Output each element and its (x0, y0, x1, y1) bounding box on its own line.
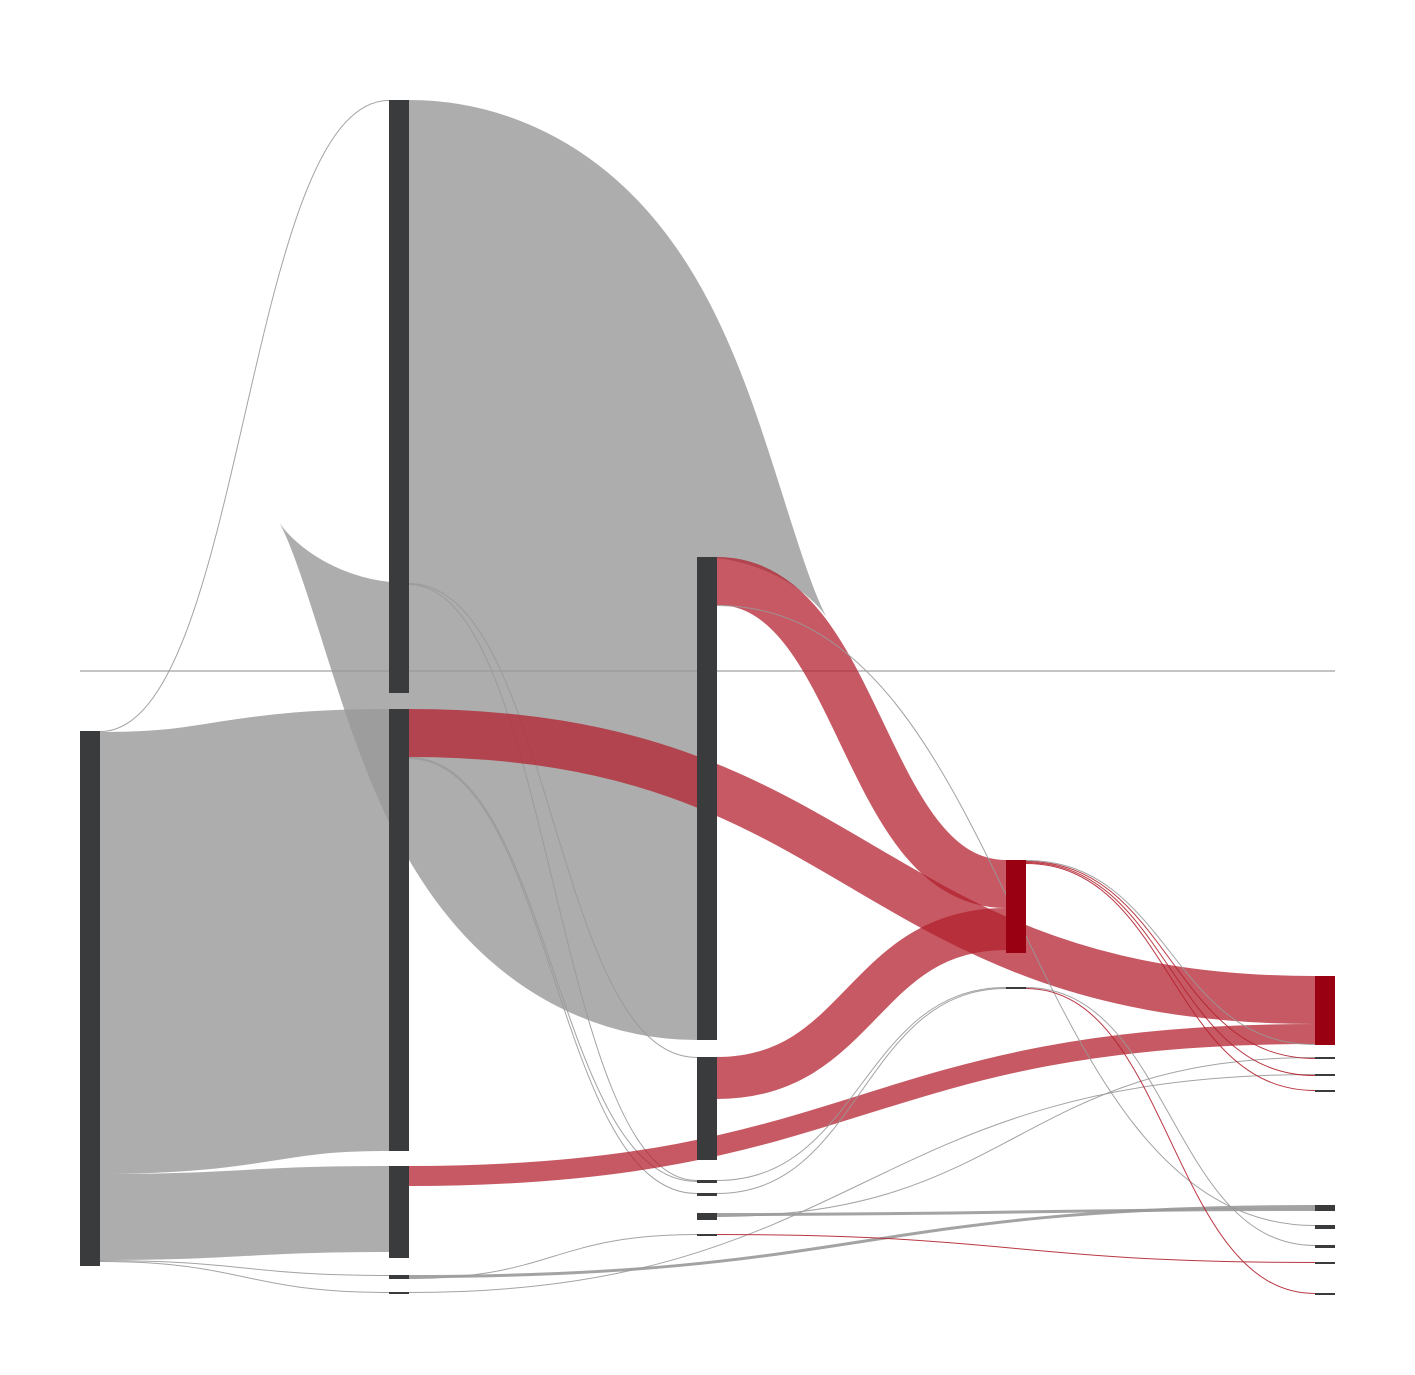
link-a0-b2 (99, 1166, 390, 1260)
link-c5-e8 (716, 1234, 1316, 1263)
link-b3-c5 (408, 1234, 698, 1279)
link-b1-e0 (408, 709, 1316, 1024)
link-b0-c2 (408, 584, 698, 1181)
link-d0-e2 (1025, 862, 1316, 1076)
node-d0 (1006, 860, 1026, 953)
node-e3 (1315, 1090, 1335, 1092)
link-c1-d0 (716, 908, 1007, 1099)
node-c1 (697, 1057, 717, 1160)
node-e2 (1315, 1074, 1335, 1076)
link-c2-d1 (716, 987, 1007, 1181)
node-c5 (697, 1234, 717, 1236)
link-b3-e5 (408, 1205, 1316, 1278)
link-c0-d0 (715, 557, 1008, 908)
link-b4-e2 (408, 1074, 1316, 1293)
link-a0-b1 (98, 709, 391, 1174)
node-b4 (389, 1292, 409, 1294)
node-d1 (1006, 987, 1026, 989)
node-c3 (697, 1193, 717, 1196)
link-c3-d1 (716, 988, 1007, 1194)
nodes-layer (80, 100, 1335, 1295)
node-b2 (389, 1166, 409, 1258)
node-e8 (1315, 1262, 1335, 1264)
link-c4-e5 (716, 1208, 1316, 1216)
link-d0-e0 (1025, 860, 1316, 1045)
node-b0 (389, 100, 409, 693)
link-d1-e4 (1025, 988, 1316, 1294)
node-e6 (1315, 1225, 1335, 1229)
link-b2-e0 (408, 1024, 1316, 1186)
node-e7 (1315, 1245, 1335, 1248)
link-d1-e7 (1025, 987, 1316, 1246)
link-a0-b4 (99, 1261, 390, 1293)
node-c2 (697, 1180, 717, 1183)
node-e1 (1315, 1057, 1335, 1059)
node-e5 (1315, 1205, 1335, 1211)
link-a0-b0 (99, 100, 390, 732)
node-c0 (697, 557, 717, 1040)
node-b1 (389, 709, 409, 1151)
links-layer (98, 100, 1316, 1294)
link-d0-e1 (1025, 861, 1316, 1059)
node-e4 (1315, 1293, 1335, 1295)
link-a0-b3 (99, 1260, 390, 1276)
link-c4-e1 (716, 1057, 1316, 1217)
link-b0-c1 (408, 583, 698, 1058)
node-e0 (1315, 976, 1335, 1045)
node-c4 (697, 1213, 717, 1220)
link-d0-e3 (1025, 863, 1316, 1091)
node-b3 (389, 1275, 409, 1279)
node-a0 (80, 731, 100, 1266)
